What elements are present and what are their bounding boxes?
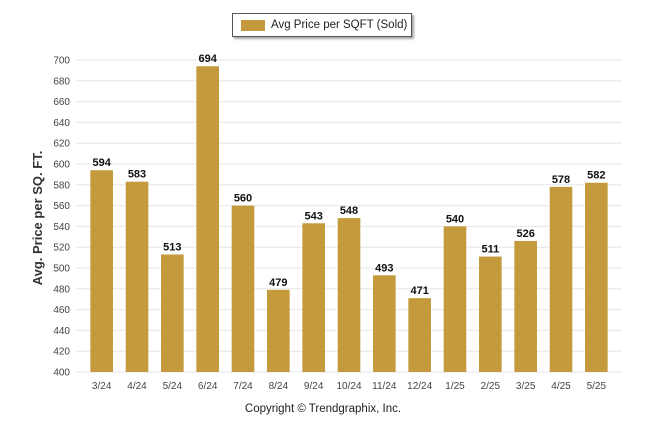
data-label: 582: [587, 170, 605, 182]
data-label: 479: [269, 277, 287, 289]
y-tick-label: 420: [53, 347, 70, 358]
data-label: 543: [304, 210, 322, 222]
x-tick-label: 12/24: [407, 381, 432, 392]
x-tick-label: 8/24: [269, 381, 289, 392]
y-tick-label: 660: [53, 97, 70, 108]
data-label: 694: [198, 53, 217, 65]
y-tick-label: 540: [53, 222, 70, 233]
bar-12-24[interactable]: [408, 298, 431, 372]
bar-2-25[interactable]: [479, 256, 502, 372]
x-axis-ticks: 3/24 4/24 5/24 6/24 7/24 8/24 9/24 10/24 11/24 12…: [92, 381, 607, 392]
data-label: 471: [410, 285, 428, 297]
y-tick-label: 400: [53, 368, 70, 379]
x-tick-label: 6/24: [198, 381, 218, 392]
y-tick-label: 620: [53, 139, 70, 150]
y-axis-label: Avg. Price per SQ. FT.: [30, 151, 45, 286]
legend-swatch: [241, 19, 265, 31]
bar-3-25[interactable]: [514, 240, 537, 372]
data-label: 578: [552, 174, 570, 186]
x-tick-label: 5/24: [163, 381, 183, 392]
y-tick-label: 500: [53, 264, 70, 275]
x-tick-label: 5/25: [587, 381, 607, 392]
x-tick-label: 7/24: [233, 381, 253, 392]
bar-11-24[interactable]: [373, 275, 396, 372]
data-label: 540: [446, 213, 464, 225]
data-label: 594: [92, 157, 111, 169]
data-label: 526: [516, 228, 534, 240]
y-tick-label: 520: [53, 243, 70, 254]
data-label: 548: [340, 205, 358, 217]
x-tick-label: 3/24: [92, 381, 112, 392]
data-label: 511: [481, 244, 499, 256]
bar-1-25[interactable]: [443, 226, 467, 372]
y-tick-label: 700: [53, 56, 70, 67]
y-tick-label: 460: [53, 305, 70, 316]
x-tick-label: 10/24: [336, 381, 361, 392]
bar-8-24[interactable]: [267, 289, 290, 372]
x-tick-label: 1/25: [445, 381, 465, 392]
data-label: 513: [163, 241, 181, 253]
x-tick-label: 2/25: [481, 381, 501, 392]
data-label: 583: [128, 169, 146, 181]
bar-3-24[interactable]: [90, 170, 113, 372]
bar-4-24[interactable]: [125, 181, 149, 372]
bars: [90, 66, 608, 373]
y-tick-label: 580: [53, 180, 70, 191]
x-tick-label: 3/25: [516, 381, 536, 392]
data-label: 560: [234, 193, 252, 205]
x-tick-label: 4/25: [551, 381, 571, 392]
y-axis-ticks: 400 420 440 460 480 500 520 540 560 580 600 620 640 6…: [53, 56, 70, 379]
legend-label: Avg Price per SQFT (Sold): [271, 19, 408, 31]
y-tick-label: 560: [53, 201, 70, 212]
y-tick-label: 640: [53, 118, 70, 129]
y-tick-label: 440: [53, 326, 70, 337]
y-tick-label: 680: [53, 76, 70, 87]
bar-5-24[interactable]: [161, 254, 184, 372]
legend: Avg Price per SQFT (Sold): [232, 13, 412, 37]
x-tick-label: 11/24: [372, 381, 397, 392]
data-label: 493: [375, 262, 393, 274]
bar-9-24[interactable]: [302, 223, 325, 372]
bar-10-24[interactable]: [337, 218, 361, 372]
y-tick-label: 600: [53, 160, 70, 171]
bar-7-24[interactable]: [231, 205, 255, 372]
x-tick-label: 9/24: [304, 381, 324, 392]
x-tick-label: 4/24: [127, 381, 147, 392]
bar-6-24[interactable]: [196, 66, 219, 373]
copyright-footer: Copyright © Trendgraphix, Inc.: [244, 403, 402, 415]
bar-5-25[interactable]: [585, 182, 608, 372]
y-tick-label: 480: [53, 284, 70, 295]
data-labels: 594 583 513 694 560 479 543 548 493 471 540 511 526 5…: [92, 53, 605, 297]
bar-4-25[interactable]: [549, 186, 573, 372]
